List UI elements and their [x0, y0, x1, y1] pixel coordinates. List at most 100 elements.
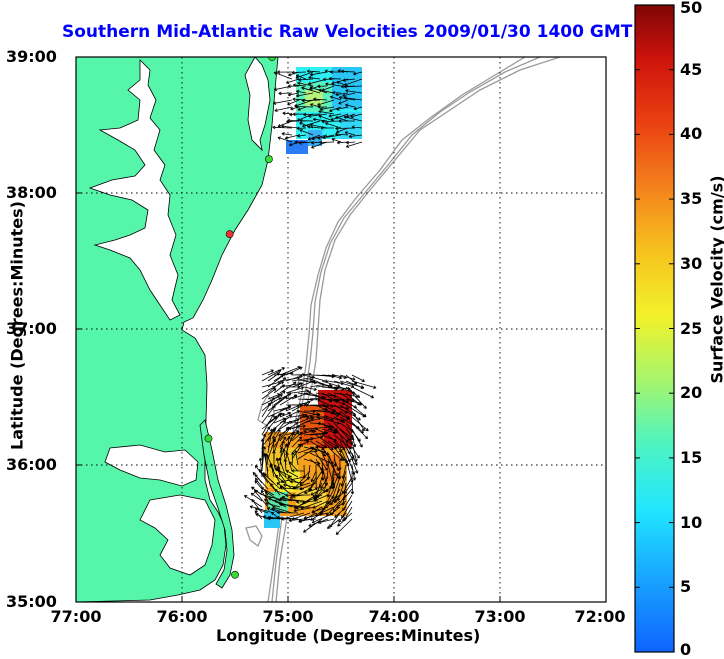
- colorbar-tick-label: 35: [680, 189, 703, 209]
- arrow-icon: [312, 117, 328, 122]
- colorbar-tick-label: 50: [680, 0, 703, 17]
- arrow-icon: [260, 438, 265, 460]
- arrow-icon: [351, 404, 367, 418]
- arrow-icon: [268, 497, 287, 508]
- arrow-icon: [345, 89, 363, 94]
- arrow-icon: [303, 428, 317, 433]
- arrow-icon: [351, 386, 375, 399]
- arrow-icon: [285, 386, 304, 394]
- arrow-icon: [289, 141, 300, 147]
- arrow-icon: [258, 468, 275, 490]
- arrow-icon: [285, 366, 303, 376]
- arrow-icon: [285, 470, 299, 478]
- colorbar-label: Surface Velocity (cm/s): [707, 175, 724, 384]
- arrow-icon: [315, 452, 328, 471]
- colorbar-tick-label: 15: [680, 447, 703, 467]
- arrow-icon: [267, 373, 287, 388]
- arrow-icon: [325, 82, 342, 87]
- arrow-icon: [285, 78, 300, 84]
- x-tick-label: 75:00: [262, 607, 314, 626]
- arrow-icon: [267, 395, 288, 412]
- arrow-icon: [308, 75, 321, 80]
- colorbar-tick-label: 5: [680, 577, 692, 597]
- arrow-icon: [320, 106, 335, 111]
- radar-station-icon: [204, 434, 213, 443]
- arrow-icon: [294, 450, 299, 466]
- arrow-icon: [264, 498, 275, 508]
- arrow-icon: [279, 420, 293, 430]
- arrow-icon: [274, 474, 293, 490]
- arrow-icon: [304, 488, 317, 495]
- arrow-icon: [252, 471, 269, 490]
- x-axis-label: Longitude (Degrees:Minutes): [216, 626, 481, 645]
- arrow-icon: [296, 500, 317, 504]
- arrow-icon: [322, 134, 342, 140]
- arrow-icon: [301, 98, 321, 103]
- colorbar-tick-label: 20: [680, 383, 703, 403]
- arrow-icon: [351, 446, 360, 459]
- arrow-icon: [274, 106, 293, 113]
- arrow-icon: [277, 136, 293, 143]
- arrow-icon: [351, 374, 365, 382]
- arrow-icon: [250, 492, 263, 502]
- arrow-icon: [261, 369, 274, 376]
- arrow-icon: [262, 472, 281, 490]
- arrow-icon: [273, 384, 286, 394]
- arrow-icon: [293, 506, 317, 513]
- y-tick-label: 37:00: [6, 319, 57, 338]
- arrow-icon: [308, 113, 328, 118]
- axis-ticks: [75, 56, 607, 603]
- arrow-icon: [261, 404, 276, 424]
- arrow-icon: [303, 449, 318, 454]
- arrow-icon: [335, 126, 356, 131]
- arrow-icon: [342, 92, 356, 98]
- arrow-icon: [284, 134, 300, 140]
- arrow-icon: [279, 496, 305, 502]
- north-arrows: [272, 69, 363, 149]
- arrow-icon: [309, 86, 328, 94]
- arrow-icon: [295, 74, 307, 80]
- arrow-icon: [297, 446, 315, 454]
- south-arrows: [244, 365, 377, 535]
- arrow-icon: [261, 394, 283, 406]
- arrow-icon: [340, 69, 356, 74]
- arrow-icon: [272, 125, 293, 130]
- arrow-icon: [267, 516, 293, 521]
- arrow-icon: [351, 464, 357, 481]
- arrow-icon: [272, 99, 293, 105]
- arrow-icon: [322, 77, 335, 82]
- arrow-icon: [255, 513, 269, 520]
- arrow-icon: [291, 493, 311, 497]
- arrow-icon: [343, 115, 363, 122]
- arrow-icon: [335, 518, 353, 535]
- arrow-icon: [273, 420, 286, 436]
- arrow-icon: [291, 391, 312, 400]
- arrow-icon: [338, 119, 356, 123]
- arrow-icon: [279, 422, 299, 436]
- arrow-icon: [291, 469, 305, 473]
- arrow-icon: [273, 426, 290, 448]
- arrow-icon: [299, 129, 314, 136]
- arrow-icon: [265, 501, 281, 508]
- arrow-icon: [338, 99, 349, 105]
- arrow-icon: [317, 84, 328, 89]
- x-tick-label: 77:00: [50, 607, 102, 626]
- arrow-icon: [291, 414, 308, 424]
- arrow-icon: [267, 413, 282, 430]
- arrow-icon: [285, 436, 291, 460]
- arrow-icon: [298, 141, 314, 145]
- arrow-icon: [350, 113, 363, 119]
- arrow-icon: [267, 377, 287, 394]
- arrow-icon: [303, 512, 329, 520]
- arrow-icon: [332, 90, 342, 95]
- arrow-icon: [342, 78, 356, 82]
- arrow-icon: [273, 464, 287, 484]
- arrow-icon: [345, 410, 361, 421]
- arrow-icon: [336, 140, 349, 145]
- arrow-icon: [321, 416, 334, 422]
- arrow-icon: [281, 132, 293, 136]
- arrow-icon: [309, 425, 332, 430]
- arrow-icon: [279, 502, 305, 508]
- colorbar-tick-label: 25: [680, 318, 703, 338]
- arrow-icon: [291, 382, 303, 388]
